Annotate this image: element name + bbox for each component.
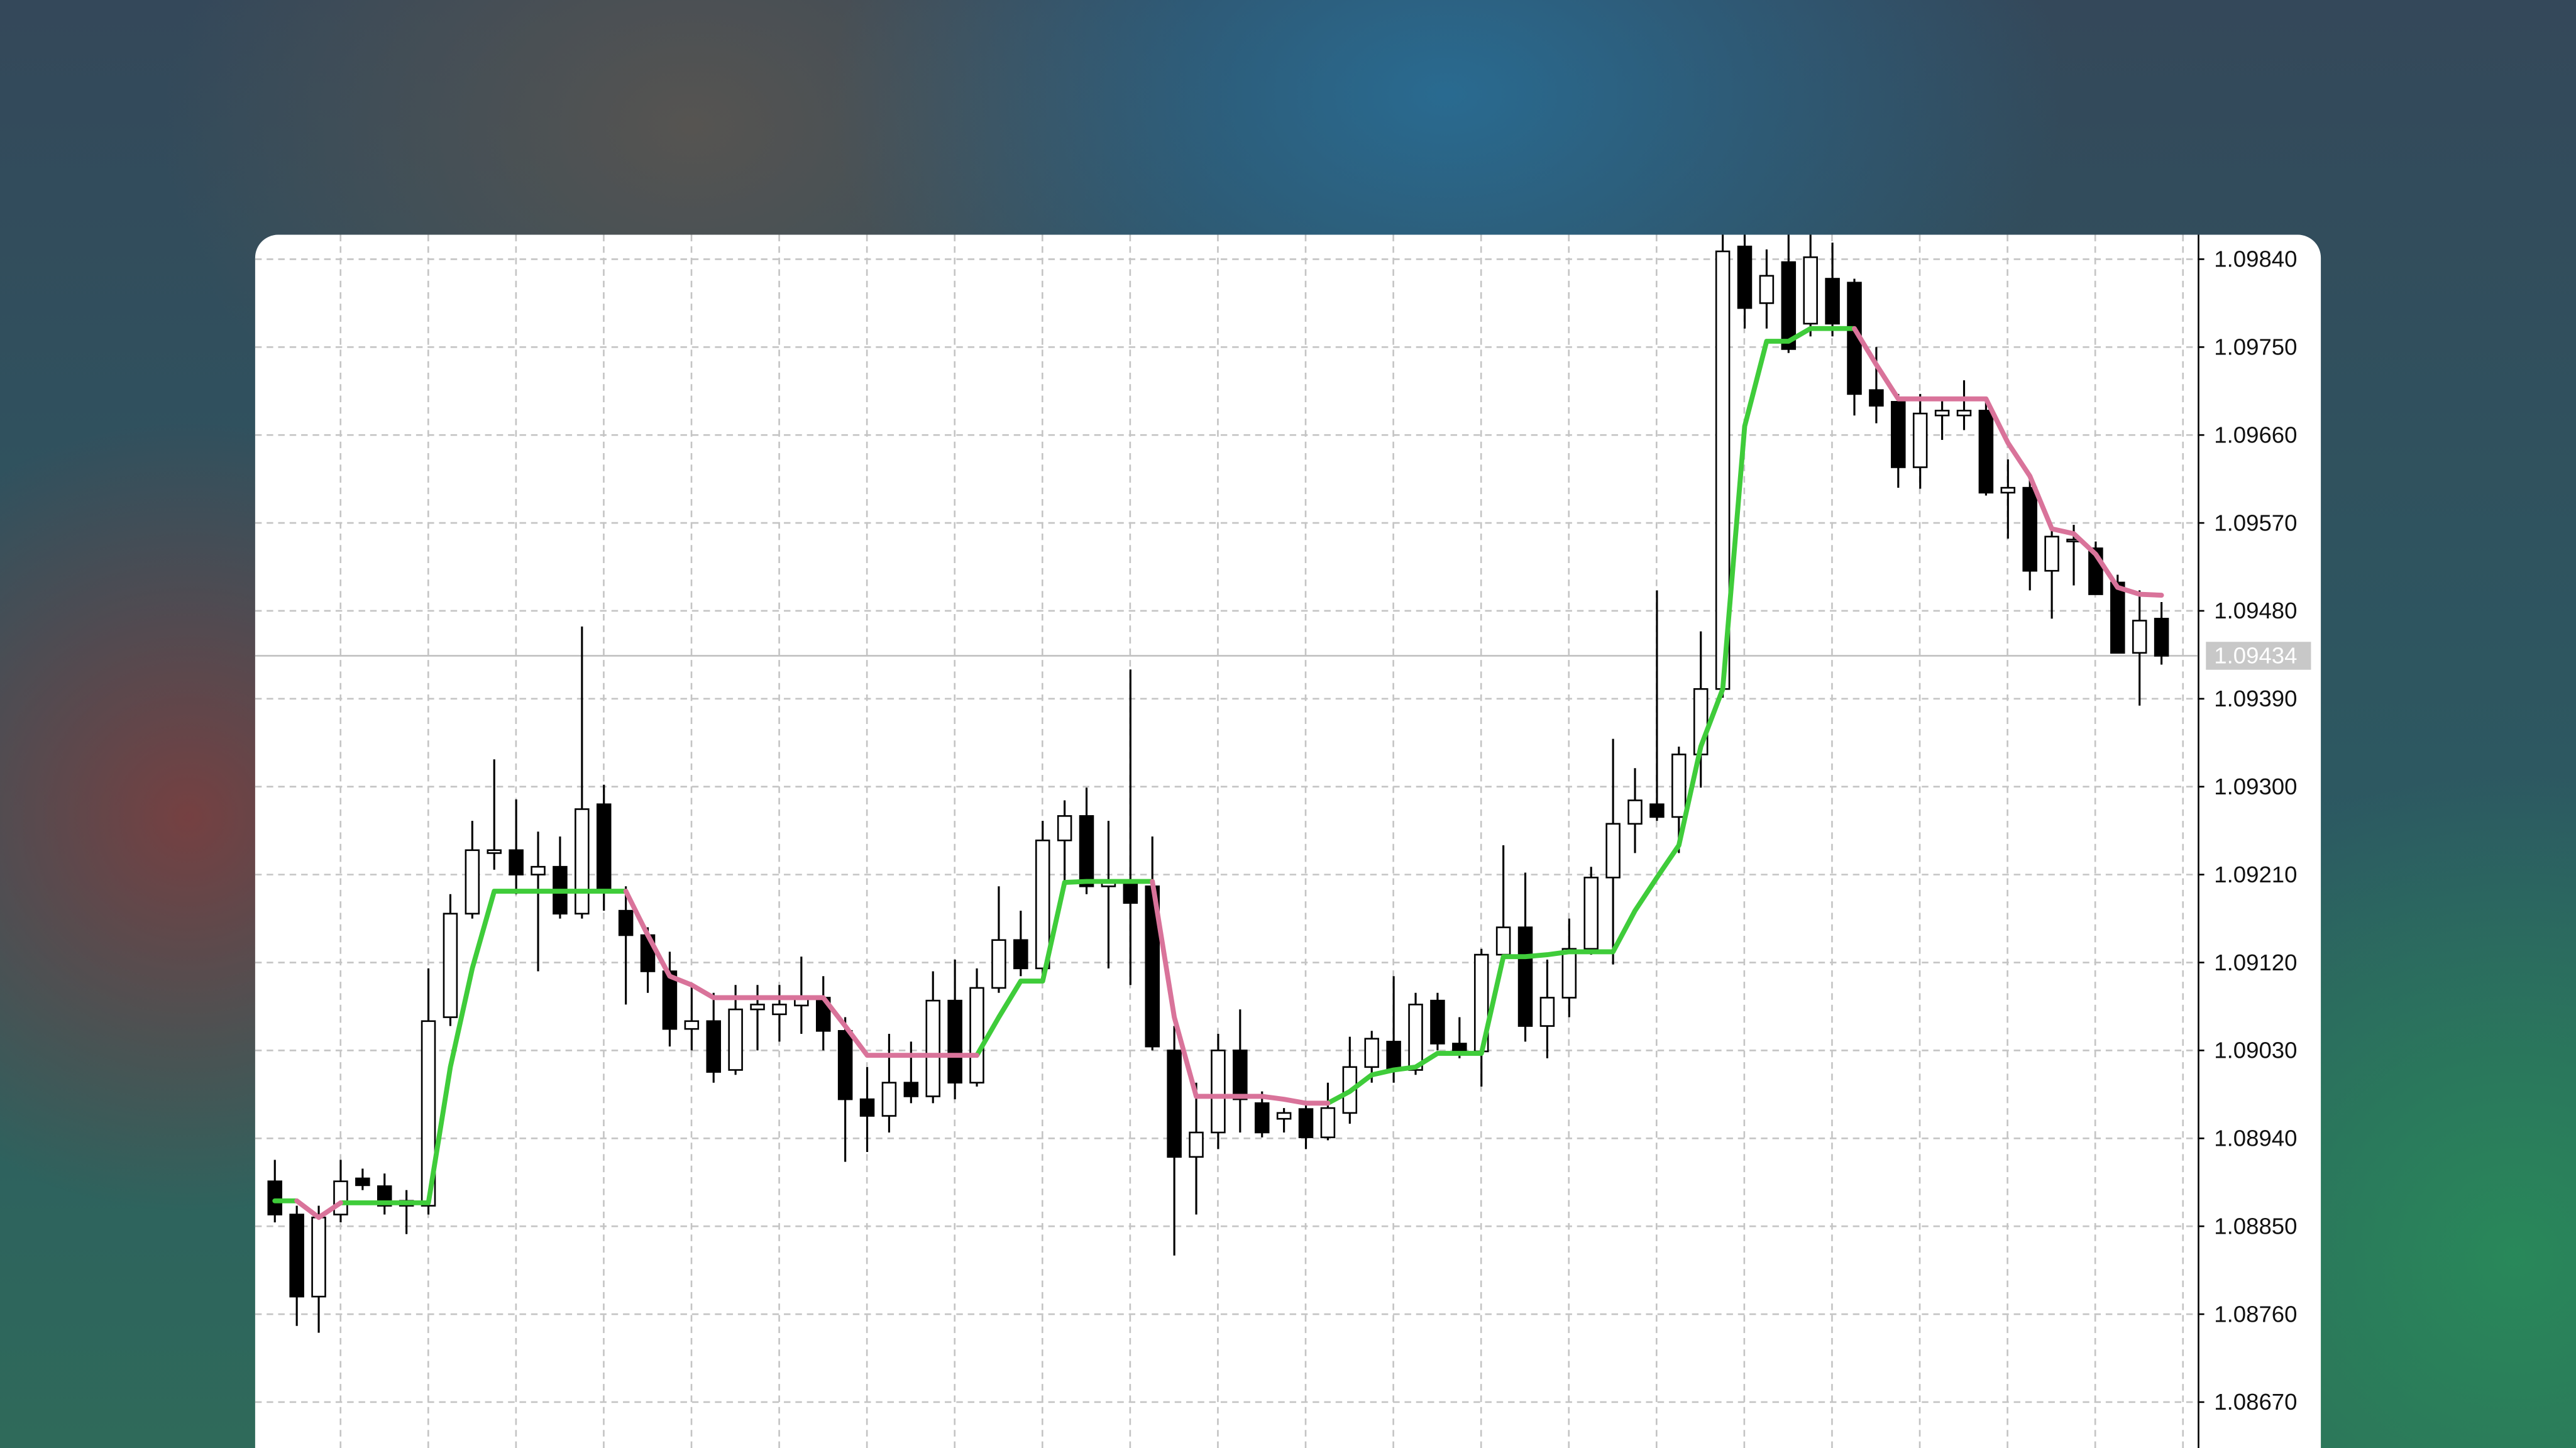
candle-body: [596, 803, 612, 891]
candle-body: [925, 999, 940, 1097]
candle-body: [1364, 1038, 1379, 1068]
y-tick-label: 1.09030: [2214, 1038, 2297, 1063]
candle-body: [1057, 815, 1072, 842]
candle-body: [2022, 486, 2037, 572]
candle-body: [1013, 939, 1028, 970]
candle-body: [2110, 581, 2125, 654]
candle-body: [618, 909, 634, 936]
candle-body: [421, 1020, 436, 1207]
candle-body: [706, 1020, 721, 1073]
y-tick-label: 1.09480: [2214, 598, 2297, 623]
candle-body: [289, 1214, 304, 1298]
candle-body: [1956, 410, 1972, 417]
candle-body: [969, 987, 984, 1083]
last-price-tag: [2206, 642, 2311, 670]
candle-body: [2132, 620, 2147, 654]
candle-body: [1408, 1004, 1423, 1071]
y-tick-label: 1.09750: [2214, 334, 2297, 360]
candle-body: [1386, 1041, 1401, 1071]
candle-body: [1320, 1107, 1336, 1139]
candle-body: [1583, 876, 1599, 950]
candle-body: [1978, 410, 1994, 494]
candle-body: [333, 1180, 348, 1215]
candle-body: [1934, 410, 1950, 417]
candle-body: [1912, 412, 1928, 468]
y-tick-label: 1.08850: [2214, 1213, 2297, 1239]
y-tick-label: 1.09660: [2214, 422, 2297, 447]
candle-body: [1803, 256, 1818, 325]
candle-body: [1233, 1050, 1248, 1100]
last-price-label: 1.09434: [2214, 643, 2297, 669]
candle-body: [1539, 997, 1555, 1027]
y-tick-label: 1.09300: [2214, 774, 2297, 799]
candle-body: [443, 913, 458, 1018]
y-tick-label: 1.08760: [2214, 1301, 2297, 1327]
candle-body: [1495, 926, 1511, 956]
candle-body: [1276, 1112, 1292, 1120]
indicator-line: [294, 326, 2164, 1220]
candle-body: [1869, 389, 1884, 407]
candle-body: [1211, 1050, 1226, 1134]
candle-body: [487, 849, 502, 854]
candle-body: [1035, 839, 1050, 970]
candle-body: [1759, 275, 1775, 304]
candle-body: [947, 999, 962, 1083]
candle-body: [859, 1098, 875, 1117]
indicator-line: [272, 326, 1857, 1205]
y-tick-label: 1.08940: [2214, 1126, 2297, 1151]
candle-body: [1298, 1108, 1314, 1139]
y-tick-label: 1.09210: [2214, 862, 2297, 887]
candle-body: [1671, 754, 1687, 818]
candle-body: [728, 1008, 743, 1071]
candle-body: [903, 1082, 919, 1097]
candle-body: [1079, 815, 1094, 887]
candle-body: [1517, 926, 1533, 1027]
y-tick-label: 1.09570: [2214, 510, 2297, 535]
candle-body: [1891, 401, 1906, 468]
candle-body: [1167, 1050, 1182, 1158]
candle-body: [881, 1082, 897, 1117]
candle-body: [355, 1177, 370, 1187]
candle-body: [311, 1216, 326, 1298]
candle-body: [1627, 799, 1643, 825]
y-tick-label: 1.08670: [2214, 1389, 2297, 1415]
candle-body: [1825, 278, 1840, 325]
candle-body: [684, 1020, 700, 1030]
candle-body: [1254, 1102, 1270, 1134]
candle-body: [2000, 486, 2016, 494]
candle-body: [575, 808, 590, 915]
candle-body: [531, 865, 546, 875]
candle-body: [1561, 948, 1577, 999]
candle-body: [2154, 618, 2169, 657]
candle-body: [1430, 999, 1445, 1045]
candle-body: [1452, 1043, 1467, 1053]
candle-body: [1649, 803, 1665, 818]
chart-panel: [255, 234, 2321, 1448]
y-tick-label: 1.09840: [2214, 246, 2297, 272]
y-tick-label: 1.09390: [2214, 686, 2297, 711]
candle-body: [1737, 245, 1753, 309]
candle-body: [465, 849, 480, 915]
candle-body: [2044, 535, 2059, 572]
candle-body: [1123, 880, 1138, 904]
candle-body: [991, 939, 1006, 989]
candle-body: [750, 1004, 765, 1011]
y-tick-label: 1.09120: [2214, 950, 2297, 975]
candle-body: [1605, 823, 1621, 879]
candle-body: [1781, 261, 1797, 350]
candle-body: [1189, 1131, 1204, 1158]
candle-body: [837, 1030, 853, 1100]
candle-body: [267, 1180, 282, 1215]
candle-body: [772, 1004, 787, 1016]
candle-body: [509, 849, 524, 875]
